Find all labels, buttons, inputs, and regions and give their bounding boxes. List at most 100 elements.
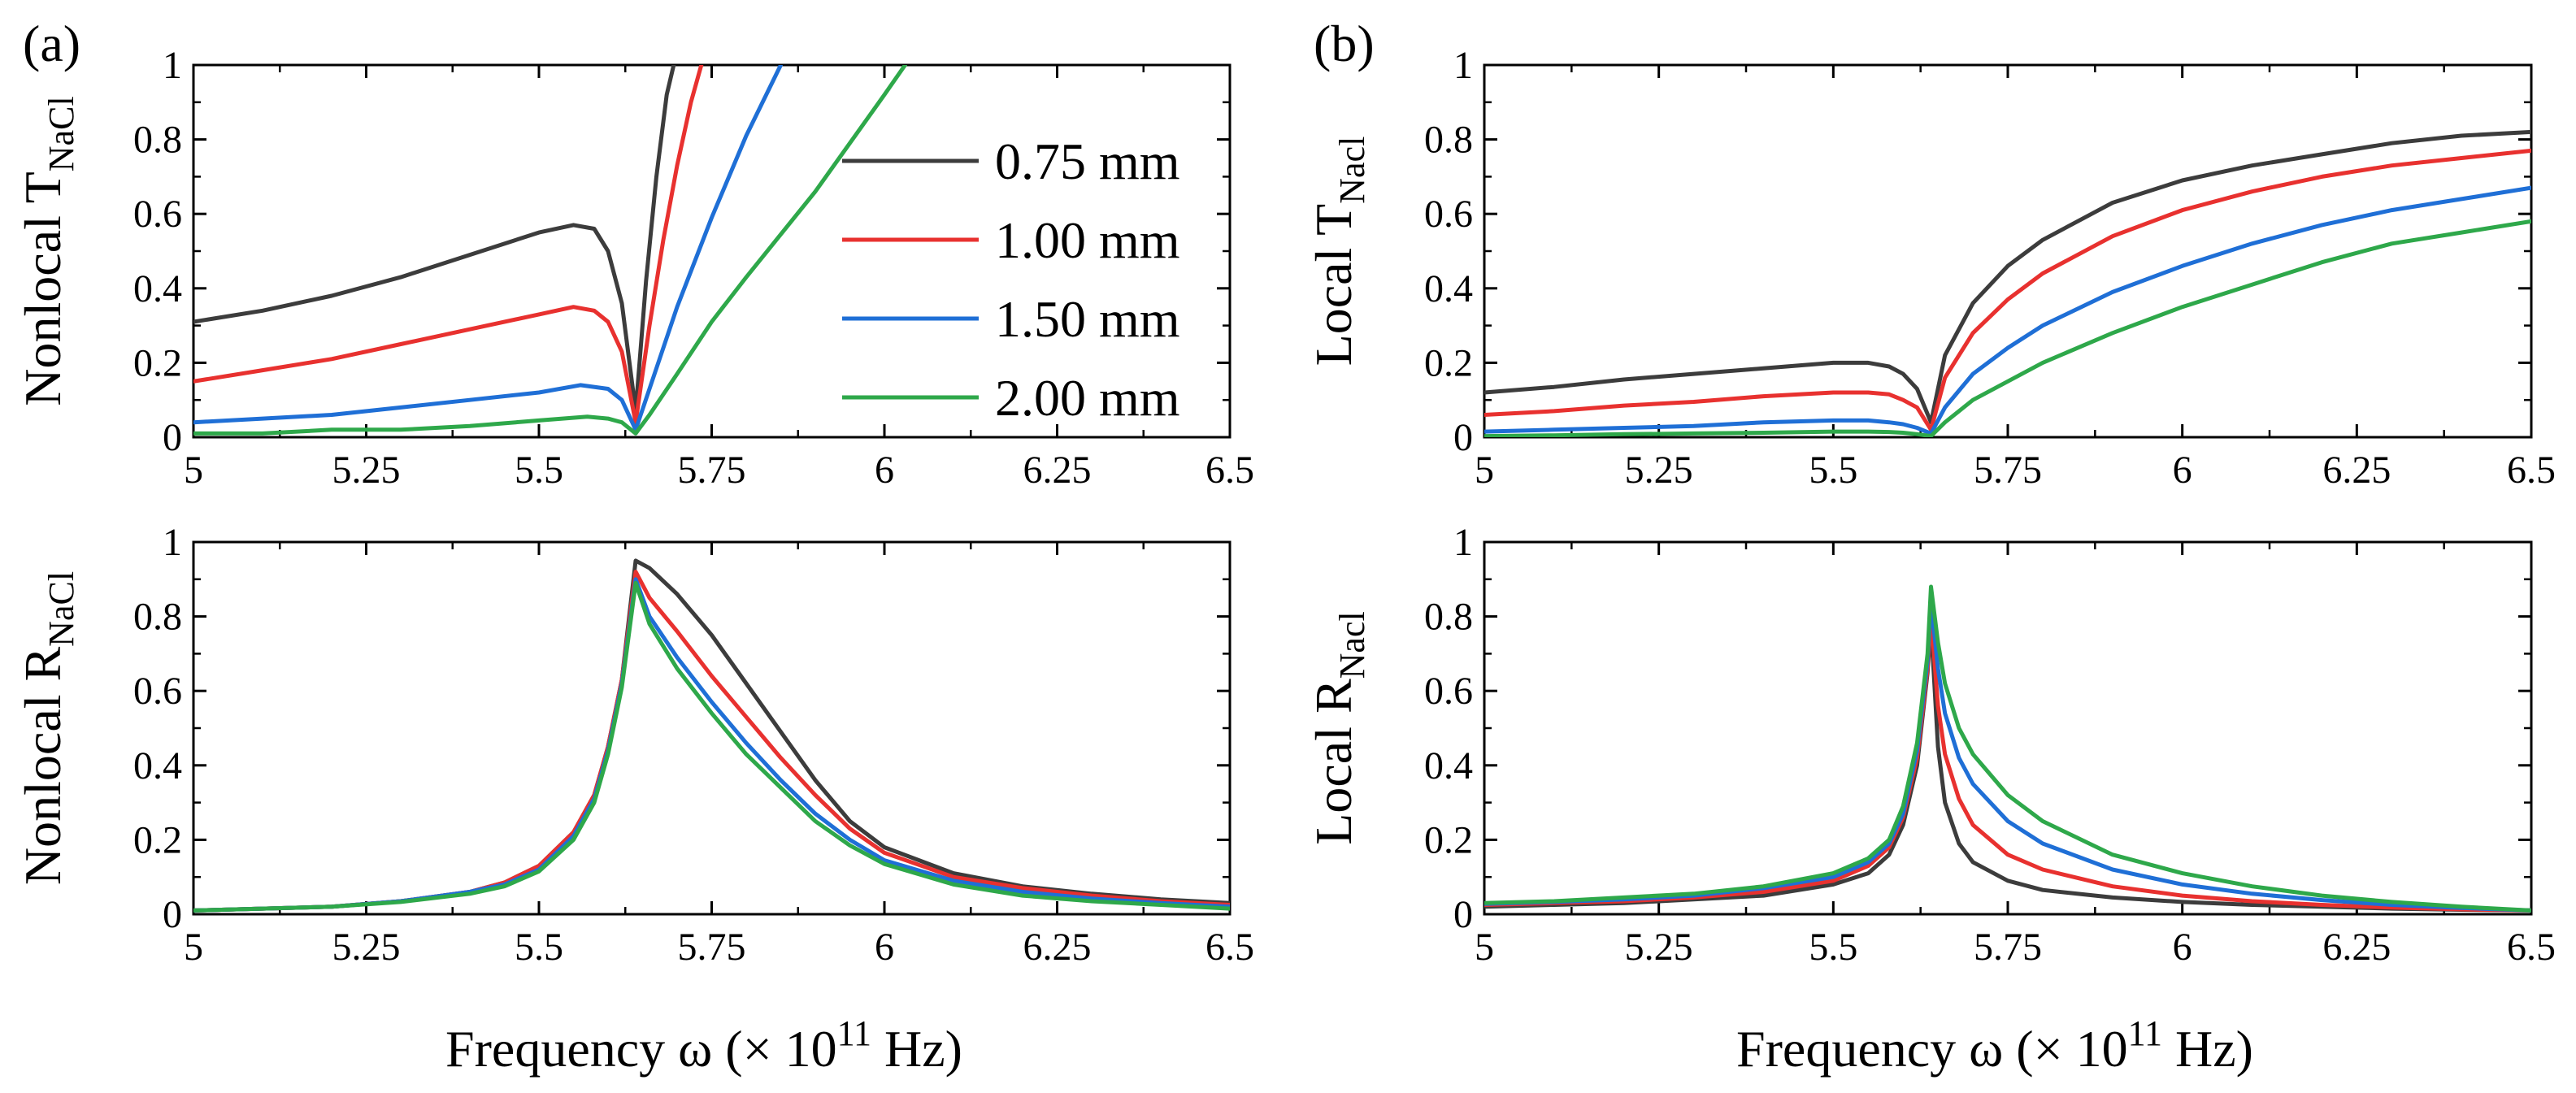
y-tick-label: 1 — [1453, 44, 1473, 87]
y-tick-label: 1 — [163, 521, 182, 564]
x-tick-label: 6.5 — [2507, 449, 2556, 492]
y-axis-label-sub: Nacl — [1332, 611, 1372, 679]
y-axis-label-main: Nonlocal T — [14, 171, 72, 406]
panel-label-a: (a) — [23, 15, 80, 72]
y-tick-label: 0 — [1453, 893, 1473, 936]
y-tick-label: 0.4 — [1424, 744, 1473, 787]
y-tick-label: 0.6 — [1424, 193, 1473, 236]
x-tick-label: 6 — [2173, 449, 2192, 492]
x-tick-label: 6.25 — [2322, 449, 2391, 492]
x-tick-label: 5.25 — [1625, 926, 1693, 969]
legend: 0.75 mm 1.00 mm 1.50 mm 2.00 mm — [842, 132, 1180, 427]
x-axis-label-sup: 11 — [2128, 1013, 2162, 1053]
y-tick-label: 0 — [163, 416, 182, 459]
x-axis-label-right: Frequency ω (× 1011 Hz) — [1736, 1013, 2253, 1078]
y-tick-label: 0.4 — [1424, 267, 1473, 310]
x-tick-label: 5.25 — [332, 926, 401, 969]
y-tick-label: 0.2 — [133, 818, 182, 861]
y-tick-label: 0.8 — [133, 119, 182, 162]
series-line-1-50-mm — [1484, 185, 2531, 436]
x-tick-label: 5.5 — [515, 449, 563, 492]
x-axis-label-left: Frequency ω (× 1011 Hz) — [445, 1013, 962, 1078]
plot-local-reflection: 5 5.25 5.5 5.75 6 6.25 6.5 0 0.2 0.4 0.6 0.8 1 Local … — [1305, 521, 2556, 969]
y-tick-label: 0.2 — [133, 341, 182, 384]
series-line-1-00-mm — [1484, 614, 2531, 913]
y-axis-label: Local RNacl — [1305, 611, 1372, 844]
legend-label: 2.00 mm — [995, 369, 1180, 427]
x-tick-label: 5 — [184, 449, 203, 492]
x-tick-label: 6 — [875, 449, 894, 492]
x-axis-label-main: Frequency ω (× 10 — [445, 1020, 837, 1078]
x-tick-label: 6.25 — [1023, 926, 1092, 969]
y-axis-label-sub: Nacl — [1332, 137, 1372, 204]
y-tick-label: 0 — [163, 893, 182, 936]
y-tick-label: 0 — [1453, 416, 1473, 459]
x-tick-label: 6.25 — [2322, 926, 2391, 969]
x-tick-label: 6.25 — [1023, 449, 1092, 492]
x-tick-label: 5.5 — [1809, 449, 1857, 492]
plot-frame — [1483, 540, 2533, 916]
x-axis-label-tail: Hz) — [871, 1020, 962, 1078]
x-axis-label-tail: Hz) — [2162, 1020, 2253, 1078]
x-tick-label: 5.5 — [515, 926, 563, 969]
x-tick-label: 5.25 — [1625, 449, 1693, 492]
x-tick-label: 6 — [875, 926, 894, 969]
y-axis-label-sub: NaCl — [41, 571, 81, 647]
plot-local-transmission: 5 5.25 5.5 5.75 6 6.25 6.5 0 0.2 0.4 0.6 0.8 1 Local … — [1305, 44, 2556, 492]
y-tick-label: 0.8 — [133, 596, 182, 639]
x-tick-label: 5.25 — [332, 449, 401, 492]
series-line-1-00-mm — [193, 65, 704, 425]
legend-label: 1.50 mm — [995, 290, 1180, 348]
x-tick-label: 5.75 — [678, 926, 746, 969]
y-tick-label: 1 — [1453, 521, 1473, 564]
legend-label: 1.00 mm — [995, 211, 1180, 269]
x-tick-label: 5 — [184, 926, 203, 969]
x-axis-label-main: Frequency ω (× 10 — [1736, 1020, 2128, 1078]
y-axis-label: Nonlocal RNaCl — [14, 571, 81, 885]
x-tick-label: 5.5 — [1809, 926, 1857, 969]
x-tick-label: 5.75 — [1974, 449, 2042, 492]
series-line-0-75-mm — [193, 558, 1230, 913]
series-line-1-50-mm — [193, 65, 783, 432]
x-tick-label: 6.5 — [1205, 449, 1254, 492]
y-axis-label-main: Nonlocal R — [14, 646, 72, 885]
x-tick-label: 5 — [1475, 926, 1494, 969]
legend-label: 0.75 mm — [995, 132, 1180, 190]
panel-label-b: (b) — [1314, 15, 1375, 72]
series-line-0-75-mm — [1484, 622, 2531, 913]
y-tick-label: 0.2 — [1424, 341, 1473, 384]
y-axis-label-main: Local R — [1305, 679, 1362, 845]
x-tick-label: 6.5 — [1205, 926, 1254, 969]
y-tick-label: 0.6 — [133, 193, 182, 236]
series-line-1-50-mm — [1484, 599, 2531, 913]
series-line-0-75-mm — [193, 65, 676, 414]
y-axis-label-sub: NaCl — [41, 96, 81, 171]
series-line-2-00-mm — [193, 65, 907, 436]
y-tick-label: 0.8 — [1424, 119, 1473, 162]
x-axis-label-sup: 11 — [837, 1013, 871, 1053]
y-axis-label-main: Local T — [1305, 204, 1362, 367]
y-tick-label: 0.6 — [133, 670, 182, 713]
plot-frame — [192, 540, 1232, 916]
y-tick-label: 0.4 — [133, 267, 182, 310]
plot-nonlocal-transmission: 5 5.25 5.5 5.75 6 6.25 6.5 0 0.2 0.4 0.6 0.8 1 Nonloc… — [14, 44, 1254, 492]
y-axis-label: Nonlocal TNaCl — [14, 96, 81, 406]
x-tick-label: 6.5 — [2507, 926, 2556, 969]
series-line-2-00-mm — [1484, 584, 2531, 913]
series-line-1-00-mm — [1484, 148, 2531, 432]
y-tick-label: 0.4 — [133, 744, 182, 787]
y-tick-label: 0.8 — [1424, 596, 1473, 639]
series-line-2-00-mm — [1484, 219, 2531, 437]
x-tick-label: 5.75 — [678, 449, 746, 492]
y-tick-label: 1 — [163, 44, 182, 87]
series-line-1-00-mm — [193, 570, 1230, 913]
x-tick-label: 5 — [1475, 449, 1494, 492]
y-axis-label: Local TNacl — [1305, 137, 1372, 367]
series-line-0-75-mm — [1484, 129, 2531, 425]
y-tick-label: 0.2 — [1424, 818, 1473, 861]
series-line-1-50-mm — [193, 577, 1230, 913]
x-tick-label: 6 — [2173, 926, 2192, 969]
series-line-2-00-mm — [193, 580, 1230, 913]
y-tick-label: 0.6 — [1424, 670, 1473, 713]
